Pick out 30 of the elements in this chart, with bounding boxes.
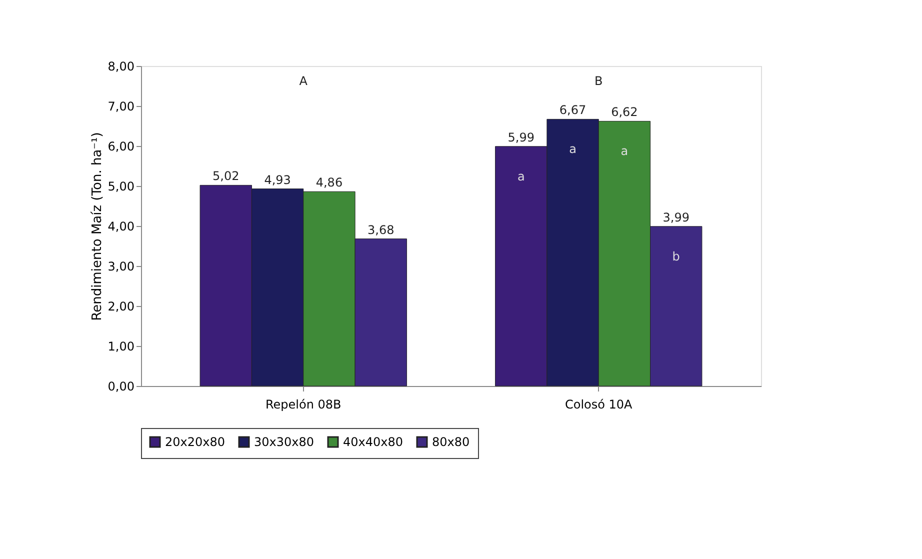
legend-label: 20x20x80 (165, 435, 226, 449)
legend-label: 40x40x80 (343, 435, 404, 449)
annotation: b (672, 249, 680, 264)
y-tick-label: 0,00 (108, 380, 134, 394)
annotation: a (620, 144, 628, 158)
annotation: a (517, 169, 525, 184)
y-tick-label: 2,00 (108, 300, 134, 314)
annotation: B (594, 74, 603, 88)
annotation: a (569, 142, 576, 156)
y-tick-label: 7,00 (108, 100, 134, 114)
data-label: 5,99 (508, 130, 534, 144)
data-label: 6,62 (611, 105, 638, 120)
y-tick-label: 4,00 (108, 220, 134, 234)
x-tick-label: Repelón 08B (265, 398, 342, 412)
data-label: 3,68 (368, 222, 394, 237)
y-tick-label: 5,00 (108, 180, 134, 194)
y-tick-label: 6,00 (108, 140, 134, 154)
data-label: 4,86 (316, 176, 343, 190)
legend-label: 80x80 (432, 435, 470, 449)
annotation: A (299, 74, 308, 88)
data-label: 4,93 (264, 172, 291, 187)
x-tick-label: Colosó 10A (564, 398, 634, 412)
legend-label: 30x30x80 (254, 435, 314, 449)
y-axis-title: Rendimiento Maíz (Ton. ha⁻¹) (90, 132, 105, 321)
y-tick-label: 3,00 (108, 260, 134, 274)
data-label: 6,67 (559, 103, 586, 118)
data-label: 5,02 (212, 169, 240, 184)
data-label: 3,99 (662, 210, 690, 224)
y-tick-label: 8,00 (108, 60, 134, 74)
y-tick-label: 1,00 (108, 340, 134, 354)
